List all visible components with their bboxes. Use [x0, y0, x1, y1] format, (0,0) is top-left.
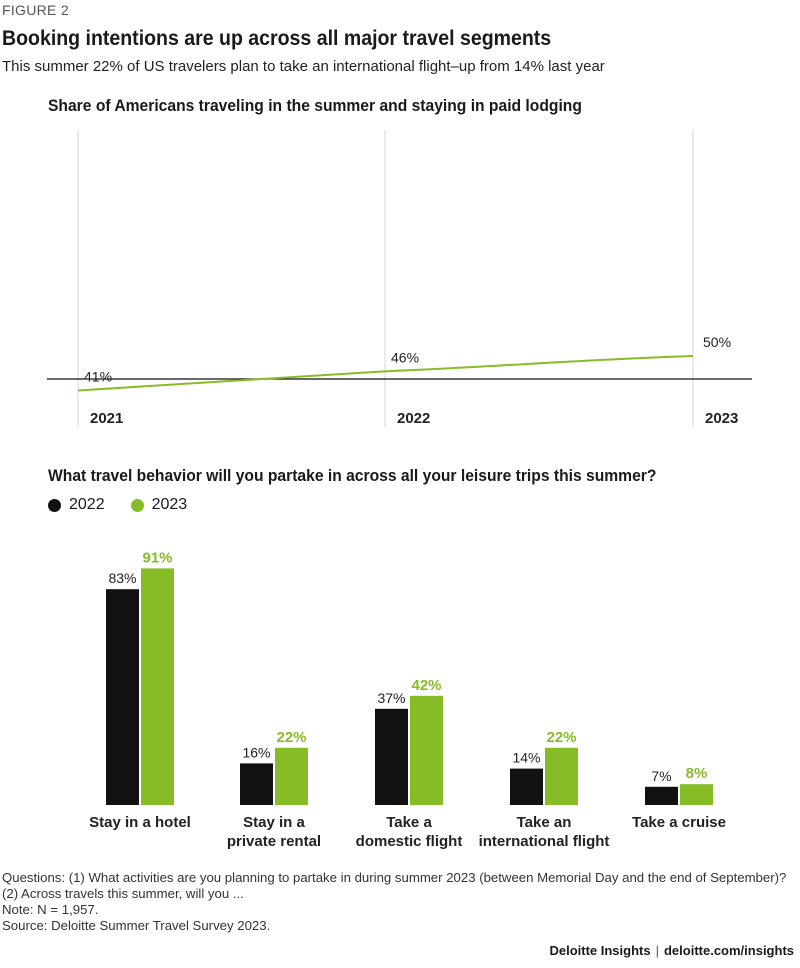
bar-2023-take-an-international-flight	[545, 747, 578, 805]
line-series	[77, 355, 694, 392]
bar-chart-title: What travel behavior will you partake in…	[48, 466, 657, 485]
page-subtitle: This summer 22% of US travelers plan to …	[2, 58, 605, 75]
bar-2023-take-a-cruise	[680, 784, 713, 805]
bar-label-2023-take-an-international-flight: 22%	[546, 729, 576, 746]
footer-brand: Deloitte Insights	[549, 943, 651, 958]
line-chart-title: Share of Americans traveling in the summ…	[48, 96, 582, 115]
footer-url[interactable]: deloitte.com/insights	[663, 943, 794, 958]
bar-2022-take-a-cruise	[645, 786, 678, 805]
x-tick-take-a-domestic-flight-line-2: domestic flight	[356, 833, 463, 850]
bar-label-2023-take-a-cruise: 8%	[686, 765, 708, 782]
bar-2022-take-an-international-flight	[510, 768, 543, 805]
sample-note: Note: N = 1,957.	[2, 902, 99, 917]
x-tick-take-an-international-flight-line-2: international flight	[479, 833, 610, 850]
x-tick-take-a-domestic-flight-line-1: Take a	[386, 814, 432, 831]
bar-label-2023-stay-in-a-private-rental: 22%	[276, 729, 306, 746]
bar-label-2022-take-a-cruise: 7%	[651, 768, 671, 784]
legend: 2022 2023	[48, 496, 213, 514]
legend-item-2023: 2023	[130, 496, 188, 514]
bar-2023-stay-in-a-hotel	[141, 568, 174, 805]
legend-label-2022: 2022	[69, 496, 105, 513]
page-title: Booking intentions are up across all maj…	[2, 27, 552, 50]
x-tick-2021: 2021	[90, 410, 123, 427]
bar-label-2022-take-an-international-flight: 14%	[512, 750, 540, 766]
x-tick-2023: 2023	[705, 410, 738, 427]
bar-2023-stay-in-a-private-rental	[275, 747, 308, 805]
bar-2022-take-a-domestic-flight	[375, 708, 408, 805]
data-label-2023: 50%	[703, 334, 731, 350]
line-chart: 41% 46% 50% 2021 2022 2023	[47, 130, 752, 427]
x-tick-stay-in-a-private-rental-line-2: private rental	[227, 833, 321, 850]
x-tick-stay-in-a-hotel-line-1: Stay in a hotel	[89, 814, 191, 831]
x-tick-take-a-cruise-line-1: Take a cruise	[632, 814, 726, 831]
figure-label: FIGURE 2	[2, 2, 69, 18]
x-tick-stay-in-a-private-rental-line-1: Stay in a	[243, 814, 305, 831]
bar-2022-stay-in-a-private-rental	[240, 763, 273, 805]
bar-label-2023-stay-in-a-hotel: 91%	[142, 549, 172, 566]
data-label-2022: 46%	[391, 349, 419, 365]
bar-2023-take-a-domestic-flight	[410, 695, 443, 805]
legend-item-2022: 2022	[48, 496, 105, 514]
bar-chart: 83% 91% Stay in a hotel 16% 22% Stay in a priv…	[89, 549, 726, 850]
source-note: Source: Deloitte Summer Travel Survey 20…	[2, 918, 271, 933]
legend-swatch-2023	[130, 498, 144, 512]
x-tick-take-an-international-flight-line-1: Take an	[517, 814, 572, 831]
data-label-2021: 41%	[84, 368, 112, 384]
questions-note: Questions: (1) What activities are you p…	[2, 870, 787, 901]
legend-label-2023: 2023	[151, 496, 188, 513]
footer-separator: |	[655, 943, 659, 958]
bar-label-2022-stay-in-a-hotel: 83%	[108, 570, 136, 586]
x-tick-2022: 2022	[397, 410, 430, 427]
notes: Questions: (1) What activities are you p…	[2, 870, 798, 934]
bar-label-2022-stay-in-a-private-rental: 16%	[242, 744, 270, 760]
footer: Deloitte Insights | deloitte.com/insights	[549, 943, 794, 958]
bar-label-2023-take-a-domestic-flight: 42%	[411, 677, 441, 694]
bar-2022-stay-in-a-hotel	[106, 589, 139, 805]
bar-label-2022-take-a-domestic-flight: 37%	[377, 690, 405, 706]
legend-swatch-2022	[48, 498, 61, 512]
